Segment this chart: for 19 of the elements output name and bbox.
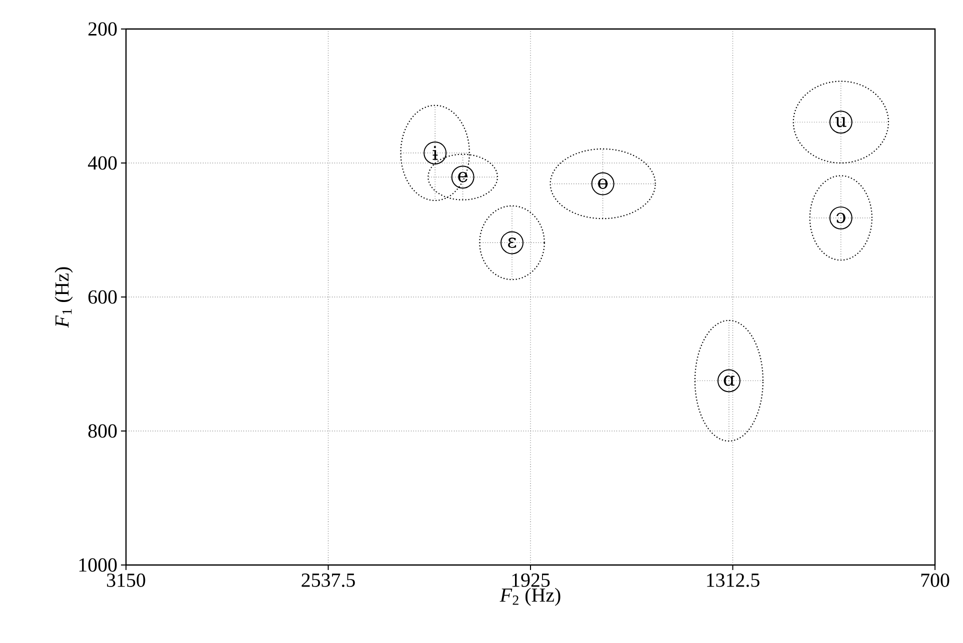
x-axis-title: F$_{2}$ (Hz) [500, 588, 560, 606]
annotation: ɛ [508, 238, 516, 248]
annotation: ɵ [598, 178, 608, 189]
y-tick-label: 800 [88, 424, 117, 438]
annotation: e [458, 172, 468, 182]
y-axis-title: F$_{1}$ (Hz) [54, 267, 73, 328]
x-tick-label: 1925 [512, 574, 550, 587]
annotation: ɑ [724, 376, 734, 386]
x-tick-label: 3150 [107, 574, 146, 587]
annotation: ɔ [836, 212, 846, 224]
y-tick-label: 400 [88, 156, 117, 170]
x-tick-label: 2537.5 [302, 574, 355, 587]
x-tick-label: 1312.5 [707, 574, 760, 587]
y-tick-label: 200 [88, 22, 117, 36]
y-tick-label: 1000 [79, 558, 117, 572]
x-tick-label: 700 [921, 574, 950, 587]
y-tick-label: 600 [88, 290, 117, 304]
annotation: ɨ [432, 146, 438, 160]
annotation: u [835, 117, 846, 128]
